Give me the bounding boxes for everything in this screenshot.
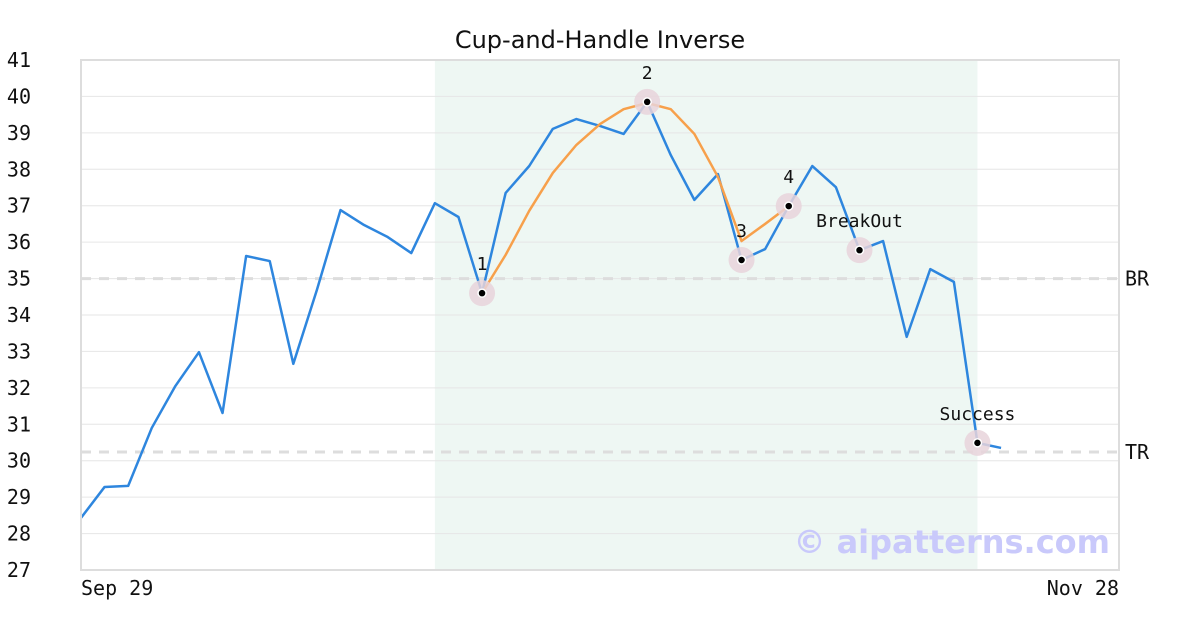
point-label: 1: [477, 254, 488, 275]
point-dot: [642, 97, 652, 107]
y-tick-label: 27: [7, 558, 31, 582]
point-dot: [854, 245, 865, 255]
y-tick-label: 29: [7, 485, 31, 509]
x-tick-label: Nov 28: [1047, 576, 1119, 600]
y-tick-label: 28: [7, 522, 31, 546]
point-label: 3: [736, 221, 747, 242]
y-tick-label: 30: [7, 449, 31, 473]
point-label: BreakOut: [816, 211, 903, 232]
watermark: © aipatterns.com: [793, 523, 1110, 561]
level-label: BR: [1125, 267, 1150, 291]
y-tick-label: 35: [7, 267, 31, 291]
y-tick-label: 36: [7, 230, 31, 254]
background-layer: [81, 59, 1119, 571]
y-tick-label: 39: [7, 121, 31, 145]
y-tick-label: 33: [7, 339, 31, 363]
x-tick-label: Sep 29: [81, 576, 153, 600]
y-tick-label: 32: [7, 376, 31, 400]
point-dot: [736, 255, 747, 265]
y-tick-label: 34: [7, 303, 31, 327]
y-tick-label: 40: [7, 84, 31, 108]
level-label: TR: [1125, 440, 1150, 464]
point-label: Success: [940, 404, 1016, 425]
y-tick-label: 37: [7, 194, 31, 218]
point-label: 4: [783, 167, 794, 188]
series-line: [80, 100, 1002, 519]
point-label: 2: [642, 63, 653, 84]
point-dot: [477, 288, 487, 298]
point-dot: [972, 438, 983, 448]
y-tick-label: 38: [7, 157, 31, 181]
plot-frame: [80, 59, 1120, 571]
point-dot: [783, 201, 794, 211]
chart-title: Cup-and-Handle Inverse: [455, 26, 745, 54]
y-tick-label: 31: [7, 412, 31, 436]
y-tick-label: 41: [7, 48, 31, 72]
